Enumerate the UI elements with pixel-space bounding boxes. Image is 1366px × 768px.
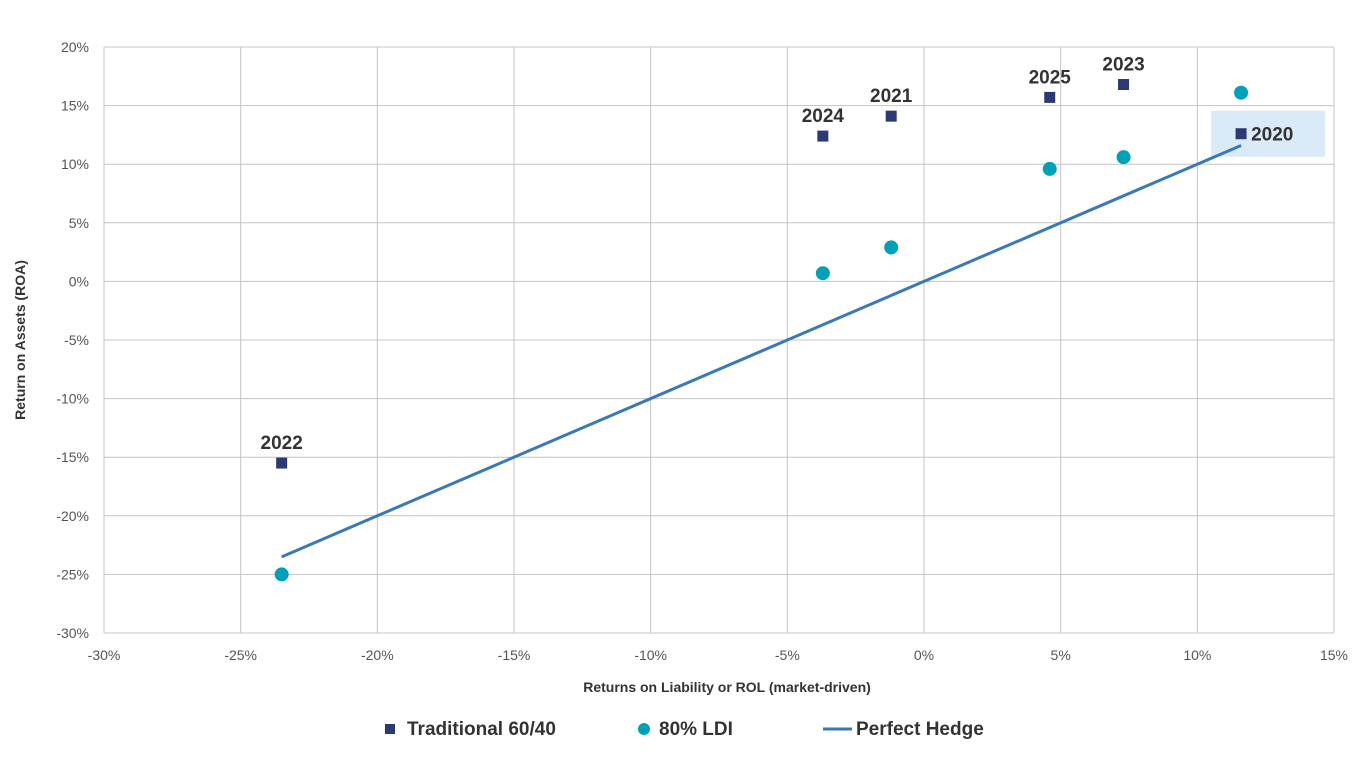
y-tick-label: 0%: [69, 273, 89, 289]
traditional-point: [817, 130, 829, 142]
traditional-point: [276, 457, 288, 469]
y-tick-label: 20%: [61, 39, 89, 55]
ldi-point: [1116, 150, 1131, 165]
point-label: 2023: [1102, 55, 1144, 76]
point-label: 2020: [1251, 125, 1293, 146]
x-tick-label: 5%: [1051, 647, 1071, 663]
y-tick-label: 15%: [61, 98, 89, 114]
traditional-point: [1118, 79, 1130, 91]
point-label: 2025: [1029, 67, 1072, 88]
point-label: 2021: [870, 86, 913, 107]
y-tick-label: -15%: [56, 449, 89, 465]
y-tick-label: -10%: [56, 391, 89, 407]
legend-marker-ldi: [638, 723, 650, 735]
y-tick-label: -30%: [56, 625, 89, 641]
y-tick-label: -5%: [64, 332, 89, 348]
ldi-point: [274, 567, 289, 582]
ldi-point: [884, 240, 899, 255]
x-tick-label: 10%: [1183, 647, 1211, 663]
x-tick-label: -5%: [775, 647, 800, 663]
x-tick-label: -10%: [634, 647, 667, 663]
y-axis-label: Return on Assets (ROA): [12, 260, 28, 420]
legend-label-ldi: 80% LDI: [659, 719, 733, 740]
x-tick-label: -30%: [88, 647, 121, 663]
legend-marker-traditional: [385, 724, 395, 734]
y-tick-label: 10%: [61, 156, 89, 172]
data-marks: 2022 2024 2021 2025 2023 2020: [261, 55, 1293, 582]
traditional-point: [1235, 128, 1247, 140]
y-tick-label: -25%: [56, 566, 89, 582]
x-tick-label: -15%: [498, 647, 531, 663]
tick-labels: -30% -25% -20% -15% -10% -5% 0% 5% 10% 15% -30% -25…: [56, 39, 1348, 663]
x-tick-label: 15%: [1320, 647, 1348, 663]
y-tick-label: 5%: [69, 215, 89, 231]
x-tick-label: -25%: [224, 647, 257, 663]
legend: Traditional 60/40 80% LDI Perfect Hedge: [385, 719, 984, 740]
point-label: 2024: [802, 106, 845, 127]
traditional-point: [885, 110, 897, 122]
ldi-point: [1042, 161, 1057, 176]
x-tick-label: 0%: [914, 647, 934, 663]
ldi-point: [1234, 85, 1249, 100]
point-label: 2022: [261, 433, 303, 454]
grid: [103, 46, 1335, 634]
traditional-point: [1044, 91, 1056, 103]
legend-label-hedge: Perfect Hedge: [856, 719, 984, 740]
y-tick-label: -20%: [56, 508, 89, 524]
ldi-point: [815, 266, 830, 281]
perfect-hedge-line: [281, 144, 1242, 559]
legend-label-traditional: Traditional 60/40: [407, 719, 556, 740]
x-axis-label: Returns on Liability or ROL (market-driv…: [583, 679, 871, 695]
x-tick-label: -20%: [361, 647, 394, 663]
